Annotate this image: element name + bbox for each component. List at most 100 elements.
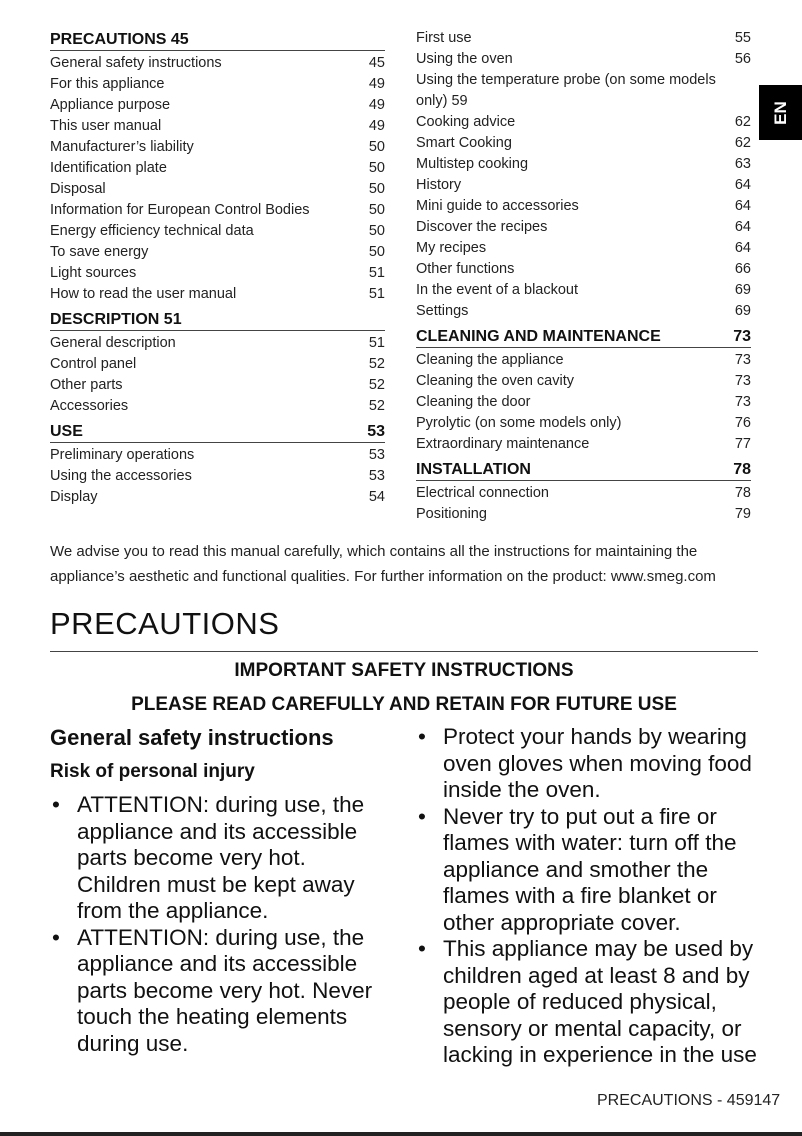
- toc-entry[interactable]: Cleaning the appliance 73: [416, 350, 751, 371]
- toc-entry-page: 52: [368, 398, 385, 414]
- toc-entry[interactable]: Identification plate 50: [50, 158, 385, 179]
- toc-entry-title: Multistep cooking: [416, 156, 529, 172]
- toc-entry-page: 64: [734, 198, 751, 214]
- toc-entry[interactable]: Mini guide to accessories 64: [416, 196, 751, 217]
- toc-entry-title: Extraordinary maintenance: [416, 436, 590, 452]
- toc-entry-title: My recipes: [416, 240, 487, 256]
- important-heading: IMPORTANT SAFETY INSTRUCTIONS: [234, 660, 574, 681]
- bullet-list-left: ATTENTION: during use, the appliance and…: [50, 792, 390, 1057]
- toc-entry-page: 76: [734, 415, 751, 431]
- toc-section-header[interactable]: INSTALLATION 78: [416, 458, 751, 481]
- toc-entry-title: Using the accessories: [50, 468, 192, 484]
- toc-entry-title: General safety instructions: [50, 55, 222, 71]
- toc-entry[interactable]: Disposal 50: [50, 179, 385, 200]
- toc-entry[interactable]: My recipes 64: [416, 238, 751, 259]
- toc-entry[interactable]: Cooking advice 62: [416, 112, 751, 133]
- bullet-item: ATTENTION: during use, the appliance and…: [50, 925, 390, 1058]
- toc-entry[interactable]: Appliance purpose 49: [50, 95, 385, 116]
- toc-entry[interactable]: Extraordinary maintenance 77: [416, 434, 751, 455]
- toc-entry[interactable]: General safety instructions 45: [50, 53, 385, 74]
- toc-entry-title: Smart Cooking: [416, 135, 512, 151]
- toc-entry-title: Mini guide to accessories: [416, 198, 579, 214]
- page-title: PRECAUTIONS: [50, 606, 280, 641]
- toc-entry[interactable]: General description 51: [50, 333, 385, 354]
- toc-entry[interactable]: Manufacturer’s liability 50: [50, 137, 385, 158]
- toc-entry-title: Appliance purpose: [50, 97, 171, 113]
- toc-entry[interactable]: Cleaning the door 73: [416, 392, 751, 413]
- toc-entry[interactable]: Preliminary operations 53: [50, 445, 385, 466]
- toc-entry-title: Cleaning the door: [416, 394, 531, 410]
- toc-entry[interactable]: Discover the recipes 64: [416, 217, 751, 238]
- bullet-list-right: Protect your hands by wearing oven glove…: [416, 724, 761, 1069]
- toc-entry[interactable]: Electrical connection 78: [416, 483, 751, 504]
- toc-entry-page: 64: [734, 219, 751, 235]
- toc-entry-title: How to read the user manual: [50, 286, 237, 302]
- toc-right: First use 55 Using the oven 56 Using the tem…: [416, 28, 751, 528]
- toc-entry[interactable]: Positioning 79: [416, 504, 751, 525]
- toc-entry-title: Manufacturer’s liability: [50, 139, 194, 155]
- toc-entry-page: 50: [368, 223, 385, 239]
- toc-entry-page: 45: [368, 55, 385, 71]
- toc-entry-title: Pyrolytic (on some models only): [416, 415, 622, 431]
- intro-paragraph: We advise you to read this manual carefu…: [50, 543, 716, 585]
- toc-section-header[interactable]: CLEANING AND MAINTENANCE 73: [416, 325, 751, 348]
- toc-header-page: 78: [733, 461, 751, 478]
- toc-entry-title: Positioning: [416, 506, 487, 522]
- toc-entry-title: Discover the recipes: [416, 219, 548, 235]
- toc-entry-title: Using the temperature probe (on some mod…: [416, 72, 716, 109]
- toc-entry-title: Other parts: [50, 377, 123, 393]
- toc-section-header[interactable]: DESCRIPTION 51: [50, 308, 385, 331]
- toc-entry[interactable]: Pyrolytic (on some models only) 76: [416, 413, 751, 434]
- sub-heading: Risk of personal injury: [50, 761, 255, 782]
- toc-entry[interactable]: Light sources 51: [50, 263, 385, 284]
- toc-entry-page: 62: [734, 114, 751, 130]
- toc-entry[interactable]: For this appliance 49: [50, 74, 385, 95]
- toc-section-header[interactable]: PRECAUTIONS 45: [50, 28, 385, 51]
- toc-entry-page: 50: [368, 160, 385, 176]
- toc-entry-page: 73: [734, 394, 751, 410]
- toc-entry-page: 63: [734, 156, 751, 172]
- toc-entry-page: 50: [368, 202, 385, 218]
- section-heading: General safety instructions: [50, 725, 334, 750]
- toc-entry[interactable]: Using the accessories 53: [50, 466, 385, 487]
- bottom-rule: [0, 1132, 802, 1136]
- toc-entry[interactable]: Using the temperature probe (on some mod…: [416, 70, 751, 112]
- toc-section-header[interactable]: USE 53: [50, 420, 385, 443]
- language-tab-label: EN: [770, 100, 790, 125]
- toc-entry[interactable]: Smart Cooking 62: [416, 133, 751, 154]
- toc-entry[interactable]: Multistep cooking 63: [416, 154, 751, 175]
- toc-entry-page: 62: [734, 135, 751, 151]
- toc-entry-title: General description: [50, 335, 176, 351]
- toc-entry-page: 53: [368, 468, 385, 484]
- toc-entry[interactable]: Accessories 52: [50, 396, 385, 417]
- toc-entry-title: Energy efficiency technical data: [50, 223, 254, 239]
- toc-entry-page: 51: [368, 335, 385, 351]
- toc-entry-title: Cooking advice: [416, 114, 516, 130]
- toc-entry[interactable]: Other functions 66: [416, 259, 751, 280]
- toc-header-label: INSTALLATION: [416, 461, 531, 478]
- bullet-item: ATTENTION: during use, the appliance and…: [50, 792, 390, 925]
- toc-entry-page: 51: [368, 265, 385, 281]
- toc-entry[interactable]: In the event of a blackout 69: [416, 280, 751, 301]
- toc-entry-page: 49: [368, 97, 385, 113]
- page-footer: PRECAUTIONS - 459147: [597, 1092, 781, 1109]
- toc-entry[interactable]: Energy efficiency technical data 50: [50, 221, 385, 242]
- toc-entry[interactable]: First use 55: [416, 28, 751, 49]
- toc-entry-page: 73: [734, 373, 751, 389]
- toc-entry[interactable]: This user manual 49: [50, 116, 385, 137]
- toc-entry-page: 53: [368, 447, 385, 463]
- toc-entry[interactable]: To save energy 50: [50, 242, 385, 263]
- toc-entry[interactable]: How to read the user manual 51: [50, 284, 385, 305]
- language-tab: EN: [759, 85, 802, 140]
- toc-entry[interactable]: Cleaning the oven cavity 73: [416, 371, 751, 392]
- toc-entry[interactable]: Settings 69: [416, 301, 751, 322]
- toc-left: PRECAUTIONS 45 General safety instruction…: [50, 28, 385, 511]
- toc-entry[interactable]: Display 54: [50, 487, 385, 508]
- toc-entry[interactable]: Other parts 52: [50, 375, 385, 396]
- toc-entry[interactable]: Information for European Control Bodies 5…: [50, 200, 385, 221]
- toc-entry[interactable]: Control panel 52: [50, 354, 385, 375]
- toc-entry[interactable]: Using the oven 56: [416, 49, 751, 70]
- toc-entry[interactable]: History 64: [416, 175, 751, 196]
- toc-entry-title: First use: [416, 30, 472, 46]
- toc-entry-page: 66: [734, 261, 751, 277]
